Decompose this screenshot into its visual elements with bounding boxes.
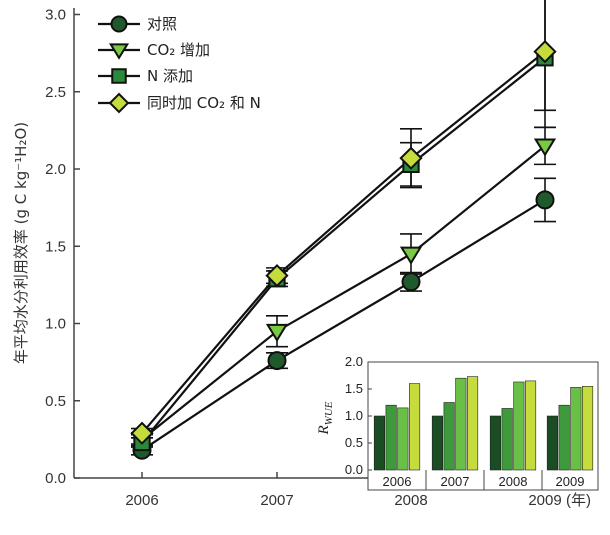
inset-bar-chart: 0.0 0.5 1.0 1.5 2.0 RWUE 2006 2007 2008 2009 — [316, 354, 599, 491]
inset-bar — [408, 383, 421, 471]
inset-bar — [546, 415, 559, 471]
inset-bar — [489, 415, 502, 471]
inset-x-tick-label: 2007 — [441, 474, 470, 489]
markers-0 — [132, 190, 555, 460]
inset-bar — [455, 377, 467, 471]
y-tick-label: 2.5 — [45, 84, 66, 101]
y-tick-label: 2.0 — [45, 161, 66, 178]
x-unit-label: (年) — [566, 492, 591, 509]
series-3 — [141, 50, 546, 434]
legend-item-1: CO₂ 增加 — [98, 41, 210, 60]
inset-bar — [466, 376, 479, 471]
legend-label: N 添加 — [147, 67, 193, 85]
series-line — [141, 56, 546, 444]
y-tick-label: 1.0 — [45, 316, 66, 333]
inset-x-tick-label: 2006 — [383, 474, 412, 489]
data-point — [399, 246, 423, 265]
inset-group-2009 — [546, 385, 594, 471]
y-tick-label: 1.5 — [45, 238, 66, 255]
series-2 — [141, 56, 546, 444]
legend-marker — [111, 68, 127, 84]
data-point — [265, 263, 289, 288]
y-tick-label: 3.0 — [45, 7, 66, 24]
series-line — [141, 144, 546, 441]
series-1 — [141, 144, 546, 441]
legend-label: 同时加 CO₂ 和 N — [147, 94, 261, 112]
inset-bar — [431, 415, 444, 471]
inset-ylabel-sub: WUE — [323, 401, 335, 425]
legend-label: 对照 — [147, 15, 177, 33]
inset-group-2008 — [489, 380, 537, 471]
x-tick-label: 2007 — [260, 492, 293, 509]
legend-label: CO₂ 增加 — [147, 41, 210, 59]
inset-bar — [570, 387, 582, 471]
data-point — [130, 421, 154, 445]
inset-y-axis-label: RWUE — [316, 401, 335, 435]
data-point — [401, 272, 421, 292]
data-point — [399, 146, 423, 170]
series-0 — [141, 198, 546, 452]
legend-marker — [110, 15, 128, 33]
inset-y-tick-label: 0.5 — [345, 435, 363, 450]
inset-bar — [443, 402, 455, 471]
inset-ylabel-main: R — [316, 425, 332, 435]
inset-y-tick-label: 1.5 — [345, 381, 363, 396]
inset-x-tick-label: 2009 — [556, 474, 585, 489]
legend-item-2: N 添加 — [98, 67, 193, 85]
inset-y-tick-label: 2.0 — [345, 354, 363, 369]
inset-group-2006 — [373, 383, 421, 471]
data-point — [265, 323, 289, 343]
inset-bar — [513, 381, 525, 471]
series-line — [141, 198, 546, 452]
y-tick-label: 0.5 — [45, 393, 66, 410]
legend-marker — [108, 43, 130, 60]
inset-bar — [524, 380, 537, 471]
x-tick-label: 2008 — [394, 492, 427, 509]
data-point — [533, 39, 557, 64]
x-tick-label: 2009 — [528, 492, 561, 509]
inset-x-tick-label: 2008 — [499, 474, 528, 489]
legend-item-3: 同时加 CO₂ 和 N — [98, 92, 261, 114]
inset-bar — [501, 408, 513, 471]
inset-y-tick-label: 1.0 — [345, 408, 363, 423]
data-point — [535, 190, 555, 210]
y-tick-label: 0.0 — [45, 470, 66, 487]
x-tick-label: 2006 — [125, 492, 158, 509]
inset-bar — [558, 404, 570, 471]
inset-bar — [385, 404, 397, 471]
data-point — [267, 351, 287, 371]
inset-group-2007 — [431, 376, 479, 471]
markers-3 — [130, 39, 557, 445]
inset-y-tick-label: 0.0 — [345, 462, 363, 477]
inset-bar — [373, 415, 386, 471]
inset-bar — [397, 407, 409, 471]
series-line — [141, 50, 546, 434]
legend-item-0: 对照 — [98, 15, 177, 33]
inset-bar — [581, 385, 594, 471]
legend-marker — [108, 92, 130, 114]
y-axis-label: 年平均水分利用效率 (g C kg⁻¹H₂O) — [12, 122, 30, 364]
data-point — [533, 138, 557, 157]
